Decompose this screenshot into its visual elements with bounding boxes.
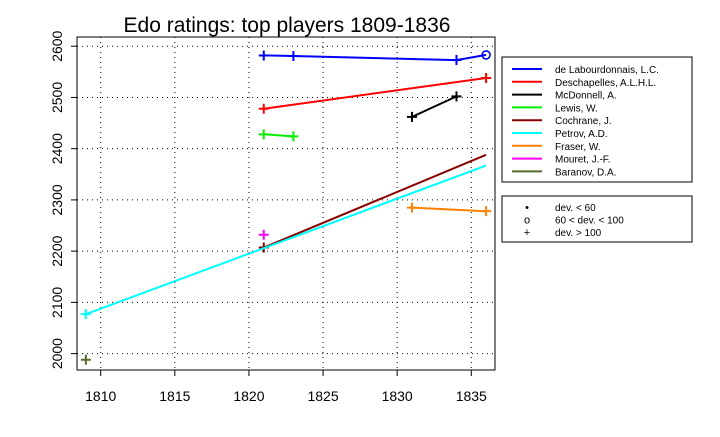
legend-entry: McDonnell, A. xyxy=(555,91,617,102)
point-marker-plus xyxy=(451,91,462,102)
marker-legend-entry: dev. > 100 xyxy=(555,228,602,239)
legend-entry: Fraser, W. xyxy=(555,142,601,153)
series-line-deschapelles-a-l-h-l xyxy=(263,77,487,110)
plot-area-frame xyxy=(76,36,496,371)
point-marker-circle xyxy=(481,50,491,60)
y-tick-label: 2100 xyxy=(49,287,65,318)
point-marker-plus xyxy=(451,55,462,66)
x-tick-label: 1820 xyxy=(233,388,264,404)
y-tick-label: 2300 xyxy=(49,184,65,215)
chart-title: Edo ratings: top players 1809-1836 xyxy=(124,14,451,37)
x-tick-label: 1810 xyxy=(85,388,116,404)
series-line-petrov-a-d xyxy=(85,164,487,316)
legend-entry: Mouret, J.-F. xyxy=(555,155,611,166)
point-marker-plus xyxy=(481,206,492,217)
x-tick-label: 1830 xyxy=(382,388,413,404)
point-marker-plus xyxy=(258,103,269,114)
marker-legend xyxy=(501,195,693,243)
point-marker-plus xyxy=(288,131,299,142)
marker-legend-entry: dev. < 60 xyxy=(555,203,596,214)
y-tick-label: 2500 xyxy=(49,82,65,113)
point-marker-plus xyxy=(288,50,299,61)
x-tick-label: 1835 xyxy=(456,388,487,404)
y-tick-label: 2200 xyxy=(49,235,65,266)
legend-entry: de Labourdonnais, L.C. xyxy=(555,65,659,76)
x-tick-label: 1815 xyxy=(159,388,190,404)
legend-entry: Baranov, D.A. xyxy=(555,167,617,178)
marker-legend-symbol: • xyxy=(525,202,529,214)
point-marker-plus xyxy=(258,229,269,240)
legend-entry: Cochrane, J. xyxy=(555,116,612,127)
y-tick-label: 2400 xyxy=(49,133,65,164)
point-marker-plus xyxy=(406,111,417,122)
legend-entry: Lewis, W. xyxy=(555,103,598,114)
point-marker-plus xyxy=(258,50,269,61)
legend-entry: Petrov, A.D. xyxy=(555,129,608,140)
marker-legend-entry: 60 < dev. < 100 xyxy=(555,216,624,227)
y-tick-label: 2000 xyxy=(49,338,65,369)
marker-legend-symbol: o xyxy=(524,215,530,227)
point-marker-plus xyxy=(80,354,91,365)
point-marker-plus xyxy=(80,309,91,320)
series-line-mcdonnell-a xyxy=(411,95,457,118)
point-marker-plus xyxy=(481,72,492,83)
series-line-cochrane-j xyxy=(263,153,487,249)
point-marker-plus xyxy=(406,202,417,213)
series-line-de-labourdonnais-l-c xyxy=(263,53,487,62)
series-line-fraser-w xyxy=(411,206,487,213)
point-marker-plus xyxy=(258,129,269,140)
legend-entry: Deschapelles, A.L.H.L. xyxy=(555,78,656,89)
y-tick-label: 2600 xyxy=(49,30,65,61)
marker-legend-symbol: + xyxy=(524,227,530,239)
x-tick-label: 1825 xyxy=(307,388,338,404)
